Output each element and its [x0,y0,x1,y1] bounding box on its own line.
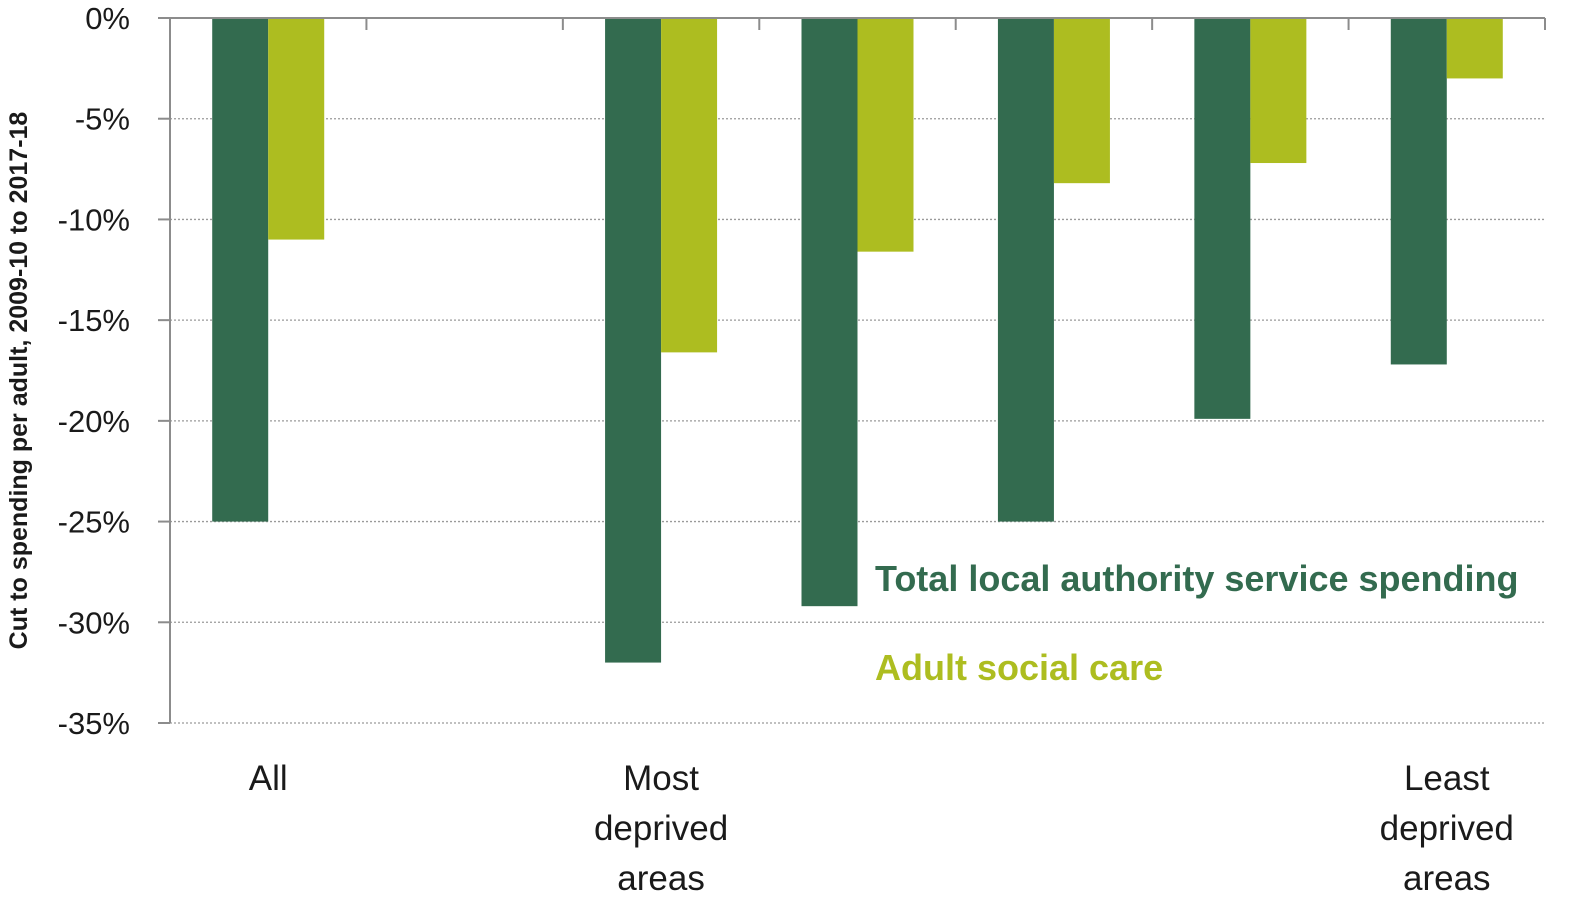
gridlines [158,17,1546,724]
legend: Total local authority service spending A… [875,558,1518,688]
bar-total-spending [1194,18,1251,419]
bar-adult-social-care [857,18,914,252]
y-tick-label: -10% [58,202,130,237]
bar-adult-social-care [1053,18,1110,184]
bar-total-spending [1390,18,1447,365]
x-tick-label: deprived [1380,809,1514,848]
y-tick-label: -20% [58,404,130,439]
x-tick-label: areas [1403,859,1491,898]
y-axis-label: Cut to spending per adult, 2009-10 to 20… [5,112,33,650]
y-tick-labels: 0% -5% -10% -15% -20% -25% -30% -35% [58,1,130,741]
legend-label-total-spending: Total local authority service spending [875,558,1518,599]
bar-adult-social-care [268,18,325,240]
x-tick-label: deprived [594,809,728,848]
bar-total-spending [801,18,858,607]
x-tick-label: All [249,759,288,798]
bar-total-spending [997,18,1054,522]
bar-adult-social-care [661,18,718,353]
bar-adult-social-care [1250,18,1307,164]
x-tick-labels: All Most deprived areas Least deprived areas [249,759,1514,898]
axes [169,17,1545,723]
bar-adult-social-care [1446,18,1503,79]
y-tick-label: -25% [58,505,130,540]
bar-total-spending [605,18,662,663]
y-tick-label: -5% [75,102,130,137]
x-tick-label: Most [623,759,699,798]
y-tick-label: -30% [58,605,130,640]
y-tick-label: 0% [85,1,130,36]
y-tick-label: -15% [58,303,130,338]
x-tick-label: areas [617,859,705,898]
bar-total-spending [212,18,269,522]
bars [212,18,1503,663]
x-tick-label: Least [1404,759,1490,798]
legend-label-adult-social-care: Adult social care [875,647,1163,688]
y-tick-label: -35% [58,706,130,741]
